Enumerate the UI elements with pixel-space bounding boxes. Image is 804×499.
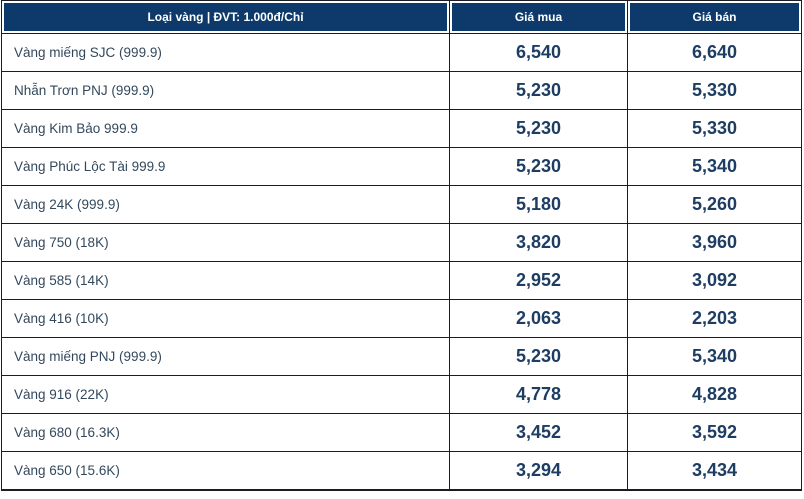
- buy-price-cell: 3,452: [449, 413, 628, 452]
- column-header-gold-type: Loại vàng | ĐVT: 1.000đ/Chỉ: [1, 0, 450, 34]
- table-row: Vàng 24K (999.9) 5,180 5,260: [1, 185, 802, 224]
- gold-type-cell: Vàng miếng PNJ (999.9): [1, 337, 450, 376]
- table-body: Vàng miếng SJC (999.9) 6,540 6,640 Nhẫn Trơ…: [1, 33, 802, 490]
- buy-price-cell: 6,540: [449, 33, 628, 72]
- table-row: Vàng 916 (22K) 4,778 4,828: [1, 375, 802, 414]
- table-row: Vàng 750 (18K) 3,820 3,960: [1, 223, 802, 262]
- table-row: Vàng 680 (16.3K) 3,452 3,592: [1, 413, 802, 452]
- gold-type-cell: Vàng 650 (15.6K): [1, 451, 450, 490]
- table-row: Vàng Phúc Lộc Tài 999.9 5,230 5,340: [1, 147, 802, 186]
- sell-price-cell: 4,828: [627, 375, 802, 414]
- sell-price-cell: 5,330: [627, 71, 802, 110]
- table-row: Vàng miếng SJC (999.9) 6,540 6,640: [1, 33, 802, 72]
- gold-type-cell: Vàng 24K (999.9): [1, 185, 450, 224]
- sell-price-cell: 5,260: [627, 185, 802, 224]
- sell-price-cell: 3,092: [627, 261, 802, 300]
- table-row: Vàng miếng PNJ (999.9) 5,230 5,340: [1, 337, 802, 376]
- sell-price-cell: 3,960: [627, 223, 802, 262]
- table-row: Vàng 585 (14K) 2,952 3,092: [1, 261, 802, 300]
- gold-type-cell: Vàng 680 (16.3K): [1, 413, 450, 452]
- gold-type-cell: Vàng Phúc Lộc Tài 999.9: [1, 147, 450, 186]
- gold-type-cell: Vàng Kim Bảo 999.9: [1, 109, 450, 148]
- buy-price-cell: 3,820: [449, 223, 628, 262]
- gold-type-cell: Vàng 750 (18K): [1, 223, 450, 262]
- sell-price-cell: 3,434: [627, 451, 802, 490]
- gold-type-cell: Vàng 916 (22K): [1, 375, 450, 414]
- buy-price-cell: 5,230: [449, 147, 628, 186]
- buy-price-cell: 5,180: [449, 185, 628, 224]
- sell-price-cell: 6,640: [627, 33, 802, 72]
- table-row: Nhẫn Trơn PNJ (999.9) 5,230 5,330: [1, 71, 802, 110]
- buy-price-cell: 3,294: [449, 451, 628, 490]
- buy-price-cell: 2,063: [449, 299, 628, 338]
- buy-price-cell: 4,778: [449, 375, 628, 414]
- gold-type-cell: Nhẫn Trơn PNJ (999.9): [1, 71, 450, 110]
- header-row: Loại vàng | ĐVT: 1.000đ/Chỉ Giá mua Giá …: [1, 0, 802, 34]
- buy-price-cell: 5,230: [449, 71, 628, 110]
- buy-price-cell: 2,952: [449, 261, 628, 300]
- buy-price-cell: 5,230: [449, 337, 628, 376]
- column-header-sell-price: Giá bán: [627, 0, 802, 34]
- sell-price-cell: 3,592: [627, 413, 802, 452]
- gold-type-cell: Vàng 585 (14K): [1, 261, 450, 300]
- sell-price-cell: 2,203: [627, 299, 802, 338]
- table-header: Loại vàng | ĐVT: 1.000đ/Chỉ Giá mua Giá …: [1, 0, 802, 34]
- gold-type-cell: Vàng 416 (10K): [1, 299, 450, 338]
- sell-price-cell: 5,340: [627, 337, 802, 376]
- table-row: Vàng 416 (10K) 2,063 2,203: [1, 299, 802, 338]
- gold-type-cell: Vàng miếng SJC (999.9): [1, 33, 450, 72]
- column-header-buy-price: Giá mua: [449, 0, 628, 34]
- sell-price-cell: 5,330: [627, 109, 802, 148]
- table-row: Vàng 650 (15.6K) 3,294 3,434: [1, 451, 802, 490]
- buy-price-cell: 5,230: [449, 109, 628, 148]
- table-row: Vàng Kim Bảo 999.9 5,230 5,330: [1, 109, 802, 148]
- sell-price-cell: 5,340: [627, 147, 802, 186]
